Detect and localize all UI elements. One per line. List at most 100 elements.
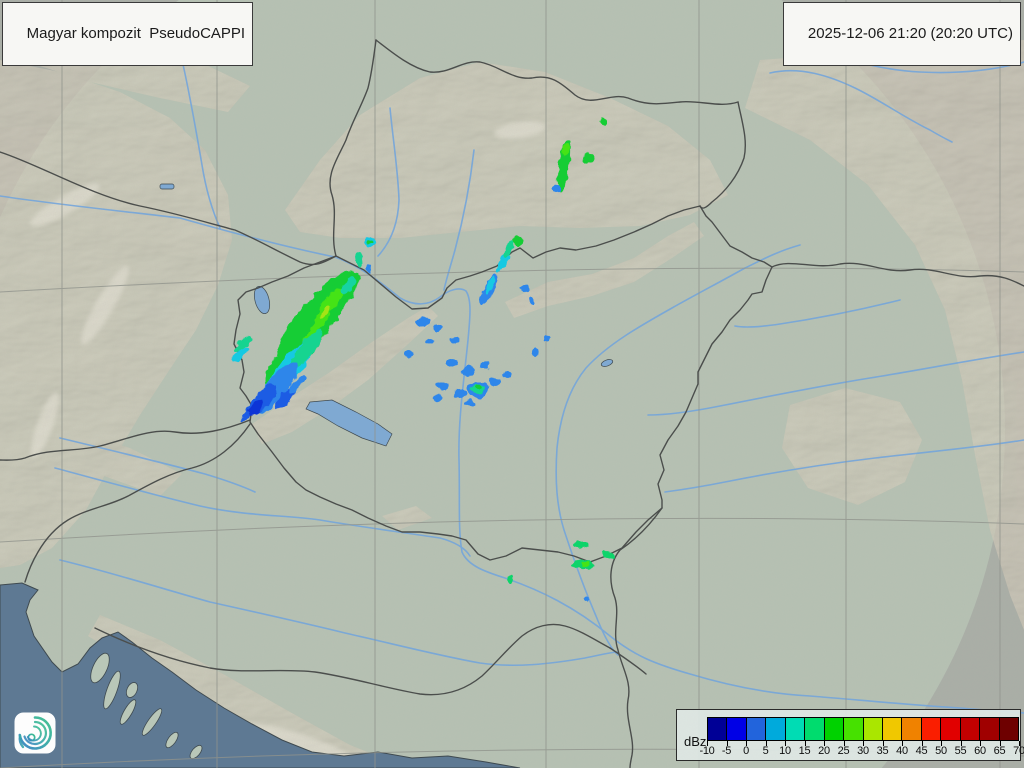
spiral-glyph — [18, 716, 52, 750]
legend-color-cell — [960, 718, 981, 740]
legend-tick-label: 50 — [935, 745, 947, 757]
lake-neusiedl — [253, 286, 271, 314]
legend-tick-mark — [1019, 741, 1020, 746]
legend-tick-mark — [765, 741, 767, 746]
river-drava — [54, 467, 471, 557]
legend-color-cell — [766, 718, 786, 740]
river-morava — [181, 59, 221, 229]
border-rs-ro — [610, 507, 663, 768]
adriatic-sea — [0, 582, 521, 768]
legend-tick-mark — [863, 741, 864, 746]
spiral-logo-svg — [14, 712, 56, 754]
legend-tick-label: 25 — [837, 745, 850, 757]
radar-echo — [453, 388, 467, 398]
legend-tick-mark — [960, 741, 962, 746]
border-cz-sk — [329, 39, 377, 257]
border-sk-ua — [699, 101, 747, 209]
radar-echo — [288, 329, 324, 371]
radar-echo — [416, 317, 430, 327]
legend-tick-label: -10 — [699, 745, 715, 757]
radar-echo — [367, 239, 373, 243]
river-szamos — [734, 299, 901, 328]
legend-tick-label: 40 — [896, 745, 908, 757]
lakes-layer — [159, 183, 614, 447]
legend-tick-mark — [804, 741, 806, 746]
radar-echo — [573, 542, 589, 548]
radar-echo — [520, 286, 528, 292]
radar-echo — [581, 562, 589, 568]
legend-color-cell — [980, 718, 1000, 740]
legend-color-cell — [902, 718, 922, 740]
border-bih-rs — [609, 647, 647, 675]
timestamp-label: 2025-12-06 21:20 (20:20 UTC) — [807, 25, 1013, 42]
border-slo-hr — [24, 423, 251, 583]
legend-tick-mark — [941, 741, 942, 746]
radar-echo — [432, 324, 442, 332]
radar-echo — [433, 395, 443, 401]
legend-tick-label: 30 — [857, 745, 869, 757]
radar-echo — [310, 310, 330, 334]
product-title-box: Magyar kompozit PseudoCAPPI — [2, 2, 254, 66]
legend-tick-mark — [980, 741, 981, 746]
legend-tick-label: 5 — [762, 745, 769, 757]
legend-color-cell — [863, 718, 883, 740]
radar-echo — [340, 277, 356, 295]
legend-color-cell — [824, 718, 845, 740]
met-service-spiral-logo — [14, 712, 56, 754]
border-at-slo — [0, 419, 251, 461]
legend-tick-label: 70 — [1013, 745, 1024, 757]
river-sava — [59, 559, 619, 667]
radar-echo — [478, 362, 490, 370]
river-maros — [664, 439, 1024, 493]
legend-color-cells — [707, 717, 1019, 741]
radar-echo — [544, 335, 550, 341]
legend-color-cell — [921, 718, 942, 740]
river-vah — [377, 107, 400, 257]
radar-echo — [288, 374, 306, 394]
radar-echo — [554, 186, 560, 192]
legend-tick-mark — [707, 741, 708, 746]
timestamp-box: 2025-12-06 21:20 (20:20 UTC) — [783, 2, 1021, 66]
legend-tick-mark — [726, 741, 728, 746]
radar-echo — [528, 298, 534, 304]
borders-layer — [0, 39, 1024, 768]
radar-echo — [464, 400, 476, 406]
legend-tick-label: 10 — [779, 745, 791, 757]
river-hron — [443, 149, 475, 291]
legend-color-cell — [727, 718, 747, 740]
legend-color-cell — [805, 718, 825, 740]
legend-tick-mark — [785, 741, 786, 746]
legend-tick-mark — [746, 741, 747, 746]
radar-echo — [426, 339, 434, 345]
radar-echo — [450, 336, 460, 344]
border-hungary — [233, 205, 773, 563]
legend-color-cell — [941, 718, 961, 740]
radar-echo — [484, 275, 496, 295]
radar-echo — [583, 153, 595, 163]
legend-tick-mark — [999, 741, 1001, 746]
lake-tisza — [600, 359, 614, 367]
radar-echo — [602, 550, 614, 560]
legend-tick-mark — [921, 741, 923, 746]
legend-tick-mark — [824, 741, 825, 746]
radar-echo — [562, 144, 570, 156]
river-koros — [647, 351, 1024, 416]
radar-echoes-layer — [230, 117, 614, 602]
radar-echo — [508, 574, 514, 584]
legend-color-cell — [882, 718, 903, 740]
legend-color-cell — [746, 718, 767, 740]
radar-echo — [489, 378, 501, 386]
dbz-legend: dBz -10 -5 0 5 10 15 20 25 30 35 40 45 50 55 60 65 70 — [676, 709, 1024, 761]
radar-echo — [583, 598, 589, 602]
legend-unit-label: dBz — [684, 734, 707, 749]
legend-tick-mark — [882, 741, 884, 746]
legend-tick-label: 15 — [798, 745, 811, 757]
river-upper-tisza — [769, 69, 953, 143]
lake-balaton — [305, 399, 393, 447]
legend-tick-label: 0 — [743, 745, 749, 757]
legend-tick-label: -5 — [721, 745, 732, 757]
radar-echo — [446, 359, 458, 367]
